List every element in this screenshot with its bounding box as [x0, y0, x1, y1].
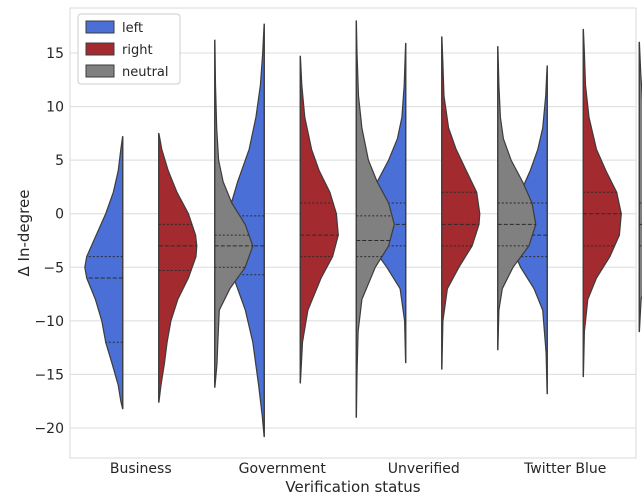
legend-swatch: [85, 20, 115, 34]
y-tick-label: −5: [43, 260, 64, 276]
y-tick-label: 10: [46, 100, 64, 116]
legend-label: right: [122, 43, 153, 58]
x-tick-label: Government: [239, 461, 327, 477]
violin-left: [84, 135, 124, 410]
legend: left right neutral: [77, 13, 181, 85]
y-tick-label: 0: [55, 207, 64, 223]
violins: [84, 20, 642, 438]
y-tick-label: 15: [46, 46, 64, 62]
legend-label: neutral: [122, 65, 169, 80]
x-tick-label: Twitter Blue: [523, 461, 606, 477]
violin-right: [299, 55, 339, 384]
y-tick-label: 5: [55, 153, 64, 169]
violin-right: [441, 36, 481, 370]
violin-neutral: [638, 41, 642, 333]
legend-swatch: [85, 64, 115, 78]
x-axis-label: Verification status: [285, 478, 420, 496]
violin-right: [158, 132, 198, 403]
y-tick-label: −20: [34, 421, 64, 437]
legend-swatch: [85, 42, 115, 56]
x-tick-label: Business: [110, 461, 172, 477]
violin-right: [582, 28, 622, 378]
y-tick-labels: −20 −15 −10 −5 0 5 10 15: [34, 46, 64, 437]
y-axis-label: Δ In-degree: [15, 190, 33, 277]
legend-label: left: [122, 21, 143, 36]
y-tick-label: −15: [34, 367, 64, 383]
x-tick-label: Unverified: [388, 461, 460, 477]
x-tick-labels: Business Government Unverified Twitter Blue: [110, 461, 607, 477]
y-tick-label: −10: [34, 314, 64, 330]
violin-neutral: [497, 45, 537, 351]
